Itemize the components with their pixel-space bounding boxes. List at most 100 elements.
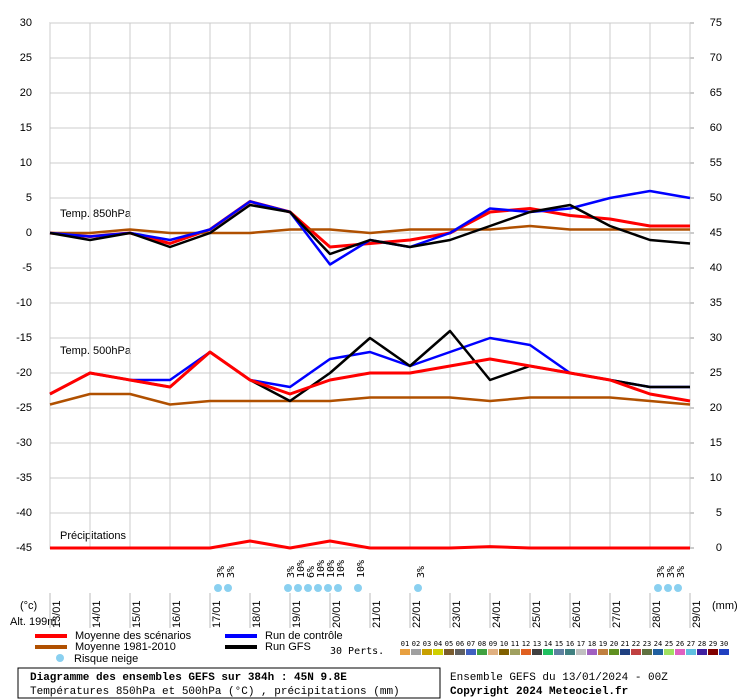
y2-tick-label: 5: [716, 507, 722, 519]
perturbation-name: 17: [577, 640, 585, 648]
x-tick-label: 14/01: [91, 600, 103, 628]
y2-tick-label: 0: [716, 542, 722, 554]
y-tick-label: 5: [26, 192, 32, 204]
series-line: [50, 224, 690, 235]
perturbation-swatch: [708, 649, 718, 655]
perturbation-name: 20: [610, 640, 618, 648]
copyright: Copyright 2024 Meteociel.fr: [450, 686, 628, 698]
legend-label: Run de contrôle: [265, 630, 343, 642]
perturbation-swatch: [510, 649, 520, 655]
perturbation-name: 05: [445, 640, 453, 648]
perturbation-swatch: [686, 649, 696, 655]
y-tick-label: -15: [16, 332, 32, 344]
series-line: [50, 539, 690, 550]
series-line: [49, 203, 691, 256]
perturbation-swatch: [609, 649, 619, 655]
perturbation-name: 03: [423, 640, 431, 648]
perturbation-swatch: [554, 649, 564, 655]
x-tick-label: 24/01: [491, 600, 503, 628]
annotation: Temp. 500hPa: [60, 345, 132, 357]
perturbation-name: 01: [401, 640, 409, 648]
y2-tick-label: 15: [710, 437, 722, 449]
snow-icon: [664, 584, 672, 592]
y-tick-label: -5: [22, 262, 32, 274]
snow-risk-label: 3%: [676, 566, 687, 578]
legend-label: Moyenne des scénarios: [75, 630, 192, 642]
perturbation-name: 08: [478, 640, 486, 648]
x-tick-label: 21/01: [371, 600, 383, 628]
perturbation-name: 13: [533, 640, 541, 648]
y-tick-label: 0: [26, 227, 32, 239]
chart-subtitle: Températures 850hPa et 500hPa (°C) , pré…: [30, 686, 400, 698]
series-line: [49, 200, 690, 249]
perturbation-name: 14: [544, 640, 552, 648]
snow-risk-label: 3%: [286, 566, 297, 578]
x-tick-label: 25/01: [531, 600, 543, 628]
legend-label: Moyenne 1981-2010: [75, 641, 176, 653]
perturbation-name: 30: [720, 640, 728, 648]
y2-tick-label: 10: [710, 472, 722, 484]
snow-icon: [284, 584, 292, 592]
snow-risk-label: 3%: [216, 566, 227, 578]
y2-axis-label: (mm): [712, 600, 738, 612]
snow-icon: [674, 584, 682, 592]
perturbation-name: 18: [588, 640, 596, 648]
snow-risk-label: 3%: [416, 566, 427, 578]
x-tick-label: 29/01: [691, 600, 703, 628]
y-tick-label: 10: [20, 157, 32, 169]
series-line: [49, 350, 691, 403]
y2-tick-label: 65: [710, 87, 722, 99]
x-tick-label: 23/01: [451, 600, 463, 628]
perturbation-name: 11: [511, 640, 519, 648]
x-tick-label: 22/01: [411, 600, 423, 628]
x-tick-label: 26/01: [571, 600, 583, 628]
perturbation-label: 30 Perts.: [330, 646, 384, 657]
perturbation-swatch: [433, 649, 443, 655]
y2-tick-label: 25: [710, 367, 722, 379]
perturbation-swatch: [576, 649, 586, 655]
perturbation-name: 25: [665, 640, 673, 648]
perturbation-swatch: [400, 649, 410, 655]
perturbation-name: 04: [434, 640, 442, 648]
chart-title: Diagramme des ensembles GEFS sur 384h : …: [30, 672, 347, 684]
annotation: Précipitations: [60, 530, 127, 542]
y-tick-label: -45: [16, 542, 32, 554]
snow-icon: [214, 584, 222, 592]
perturbation-name: 26: [676, 640, 684, 648]
y2-tick-label: 20: [710, 402, 722, 414]
x-tick-label: 19/01: [291, 600, 303, 628]
snow-risk-label: 10%: [296, 560, 307, 578]
snow-risk-label: 10%: [336, 560, 347, 578]
perturbation-swatch: [598, 649, 608, 655]
perturbation-swatch: [488, 649, 498, 655]
perturbation-swatch: [532, 649, 542, 655]
perturbation-swatch: [631, 649, 641, 655]
perturbation-name: 23: [643, 640, 651, 648]
run-info: Ensemble GEFS du 13/01/2024 - 00Z: [450, 672, 668, 684]
snow-risk-label: 10%: [356, 560, 367, 578]
snow-risk-label: 10%: [316, 560, 327, 578]
perturbation-name: 19: [599, 640, 607, 648]
snow-risk-label: 3%: [226, 566, 237, 578]
legend-label: Risque neige: [74, 653, 138, 665]
y-tick-label: 30: [20, 17, 32, 29]
perturbation-swatch: [422, 649, 432, 655]
perturbation-swatch: [719, 649, 729, 655]
snow-icon: [294, 584, 302, 592]
altitude: Alt. 199m: [10, 616, 56, 628]
y-tick-label: -25: [16, 402, 32, 414]
perturbation-swatch: [653, 649, 663, 655]
x-tick-label: 18/01: [251, 600, 263, 628]
series-line: [49, 392, 691, 406]
y-tick-label: -10: [16, 297, 32, 309]
perturbation-name: 10: [500, 640, 508, 648]
y-tick-label: 20: [20, 87, 32, 99]
perturbation-swatch: [587, 649, 597, 655]
snow-icon: [334, 584, 342, 592]
x-tick-label: 13/01: [51, 600, 63, 628]
y2-tick-label: 40: [710, 262, 722, 274]
y2-tick-label: 55: [710, 157, 722, 169]
perturbation-name: 21: [621, 640, 629, 648]
perturbation-name: 15: [555, 640, 563, 648]
y2-tick-label: 60: [710, 122, 722, 134]
